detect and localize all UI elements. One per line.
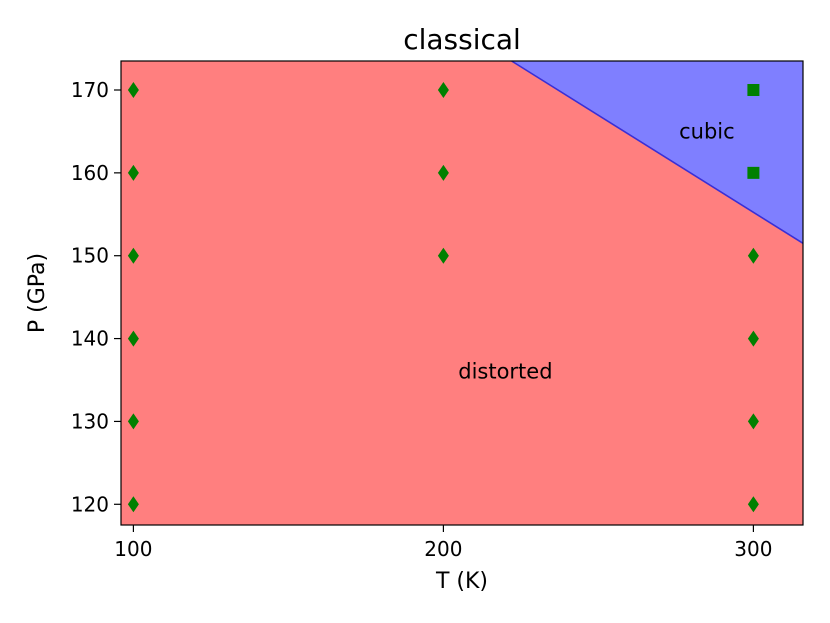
plot-regions [121,60,804,525]
diamond-marker [127,413,139,430]
diamond-marker [747,413,759,430]
y-tick-label: 140 [71,327,109,351]
y-tick-label: 170 [71,78,109,102]
x-tick-label: 200 [424,537,462,561]
diamond-marker [747,330,759,347]
y-axis-label: P (GPa) [25,253,50,333]
square-marker [747,84,760,96]
y-tick-label: 130 [71,409,109,433]
chart-title: classical [403,23,521,56]
diamond-marker [127,496,139,513]
diamond-marker [127,82,139,98]
y-tick-label: 120 [71,492,109,516]
phase-boundary-line [511,60,804,244]
diamond-marker [747,247,759,264]
y-tick-label: 150 [71,244,109,268]
plot-frame [120,60,804,526]
diamond-marker [127,247,139,264]
y-axis-ticks: 120 130 140 150 160 170 [71,78,121,516]
x-axis-ticks: 100 200 300 [114,525,772,561]
diamond-marker [127,330,139,347]
x-tick-label: 100 [114,537,152,561]
square-marker [747,166,760,179]
diamond-marker [437,164,449,181]
x-tick-label: 300 [734,537,772,561]
y-tick-label: 160 [71,161,109,185]
data-markers [127,82,760,513]
diamond-marker [437,82,449,98]
region-label-distorted: distorted [458,360,552,384]
diamond-marker [747,496,759,513]
x-axis-label: T (K) [435,569,488,594]
diamond-marker [437,247,449,264]
diamond-marker [127,164,139,181]
region-label-cubic: cubic [679,119,735,143]
